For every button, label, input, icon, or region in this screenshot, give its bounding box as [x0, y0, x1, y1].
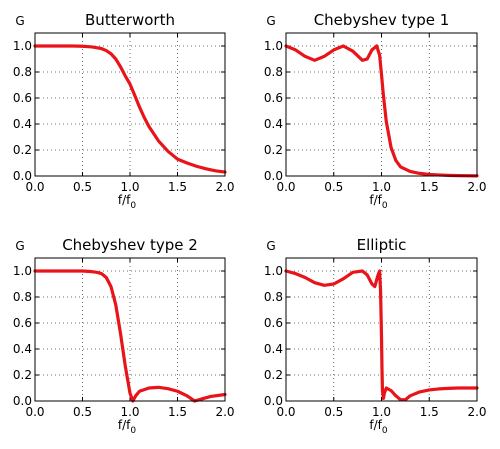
- y-tick-label: 0.4: [13, 117, 32, 131]
- plot-frame: [285, 257, 478, 402]
- y-tick-label: 0.4: [264, 117, 283, 131]
- x-axis-label-subscript: 0: [382, 201, 388, 211]
- plot-frame: [34, 32, 226, 177]
- x-axis-label: f/f0: [369, 193, 388, 211]
- y-tick-label: 0.8: [264, 290, 283, 304]
- chart-panel-2: 0.0 0.5 1.0 1.5 2.0 0.0 0.2 0.4 0.6 0.8 1.0 Chebysh…: [264, 11, 487, 211]
- x-tick-label: 2.0: [215, 180, 234, 194]
- y-tick-label: 0.2: [264, 143, 283, 157]
- y-tick-label: 0.6: [264, 316, 283, 330]
- x-tick-label: 2.0: [467, 180, 486, 194]
- y-tick-label: 0.6: [13, 316, 32, 330]
- x-axis-label-main: f/f: [118, 193, 131, 207]
- y-tick-label: 0.0: [13, 169, 32, 183]
- y-tick-label: 0.0: [264, 169, 283, 183]
- x-axis-label-main: f/f: [369, 193, 382, 207]
- x-tick-label: 1.0: [120, 180, 139, 194]
- x-tick-label: 0.5: [73, 180, 92, 194]
- y-axis-label: G: [15, 14, 24, 28]
- response-curve: [284, 44, 479, 178]
- x-axis-label: f/f0: [369, 418, 388, 436]
- x-axis-label: f/f0: [118, 418, 137, 436]
- x-tick-label: 1.5: [168, 180, 187, 194]
- y-tick-label: 1.0: [264, 264, 283, 278]
- x-tick-label: 1.5: [168, 405, 187, 419]
- x-tick-label: 0.5: [324, 405, 343, 419]
- y-tick-label: 0.2: [13, 368, 32, 382]
- response-curve: [284, 269, 479, 402]
- x-axis-label: f/f0: [118, 193, 137, 211]
- y-tick-label: 0.8: [13, 290, 32, 304]
- x-tick-label: 1.0: [120, 405, 139, 419]
- plot-frame: [285, 32, 478, 177]
- chart-title: Chebyshev type 2: [62, 236, 198, 254]
- chart-panel-1: 0.0 0.5 1.0 1.5 2.0 0.0 0.2 0.4 0.6 0.8 1.0 Butterw…: [13, 11, 235, 211]
- x-tick-label: 1.0: [372, 180, 391, 194]
- y-tick-label: 0.0: [264, 394, 283, 408]
- x-tick-label: 0.5: [73, 405, 92, 419]
- y-tick-label: 0.4: [13, 342, 32, 356]
- y-tick-label: 0.2: [13, 143, 32, 157]
- chart-panel-4: 0.0 0.5 1.0 1.5 2.0 0.0 0.2 0.4 0.6 0.8 1.0 Ellipti…: [264, 236, 487, 436]
- y-tick-label: 0.4: [264, 342, 283, 356]
- chart-title: Elliptic: [357, 236, 407, 254]
- y-tick-label: 1.0: [13, 39, 32, 53]
- y-tick-label: 1.0: [264, 39, 283, 53]
- response-curve: [33, 44, 227, 174]
- y-tick-label: 0.8: [264, 65, 283, 79]
- y-tick-label: 0.0: [13, 394, 32, 408]
- x-tick-label: 2.0: [467, 405, 486, 419]
- x-tick-label: 0.0: [25, 405, 44, 419]
- chart-title: Butterworth: [85, 11, 175, 29]
- x-axis-label-subscript: 0: [382, 426, 388, 436]
- x-axis-label-subscript: 0: [130, 201, 136, 211]
- x-tick-label: 0.0: [276, 405, 295, 419]
- y-tick-label: 0.8: [13, 65, 32, 79]
- chart-title: Chebyshev type 1: [314, 11, 450, 29]
- y-tick-label: 0.6: [264, 91, 283, 105]
- y-tick-label: 1.0: [13, 264, 32, 278]
- response-curve: [33, 269, 227, 403]
- y-tick-label: 0.6: [13, 91, 32, 105]
- x-axis-label-subscript: 0: [130, 426, 136, 436]
- plot-frame: [34, 257, 226, 402]
- x-tick-label: 1.5: [420, 405, 439, 419]
- y-axis-label: G: [15, 239, 24, 253]
- x-axis-label-main: f/f: [118, 418, 131, 432]
- y-axis-label: G: [266, 239, 275, 253]
- x-tick-label: 1.5: [420, 180, 439, 194]
- y-axis-label: G: [266, 14, 275, 28]
- x-axis-label-main: f/f: [369, 418, 382, 432]
- x-tick-label: 0.5: [324, 180, 343, 194]
- x-tick-label: 1.0: [372, 405, 391, 419]
- x-tick-label: 0.0: [276, 180, 295, 194]
- x-tick-label: 2.0: [215, 405, 234, 419]
- y-tick-label: 0.2: [264, 368, 283, 382]
- chart-panel-3: 0.0 0.5 1.0 1.5 2.0 0.0 0.2 0.4 0.6 0.8 1.0 Chebysh…: [13, 236, 235, 436]
- x-tick-label: 0.0: [25, 180, 44, 194]
